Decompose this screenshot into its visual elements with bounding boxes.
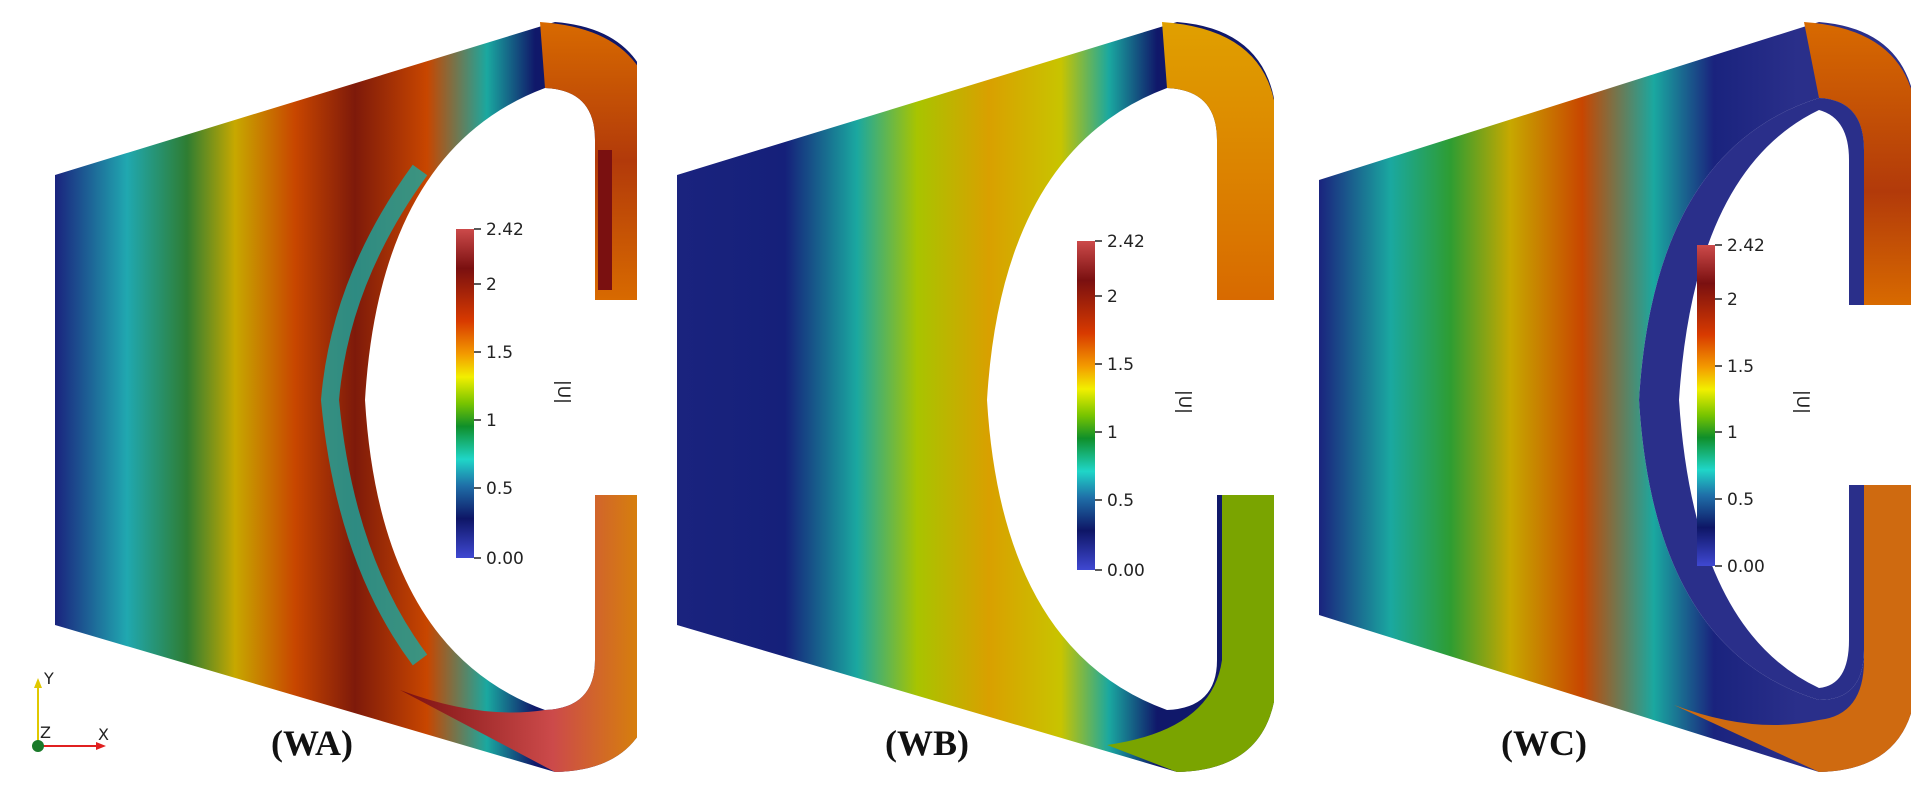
colorbar-title: |U| [1792,390,1812,414]
cbar-tick: 1 [486,411,497,431]
cbar-tick: 0.5 [486,479,513,499]
cbar-tick: 2.42 [1727,236,1765,256]
cbar-tick: 1.5 [1727,357,1754,377]
cbar-tick: 1.5 [486,343,513,363]
axis-y-label: Y [43,669,54,688]
cbar-tick: 0.5 [1107,491,1134,511]
cbar-tick: 2 [1107,287,1118,307]
panel-label: (WC) [1501,723,1587,763]
colorbar-title: |U| [553,380,573,404]
velocity-field-wc [1319,22,1911,772]
cbar-tick: 2.42 [1107,232,1145,252]
cbar-tick: 2 [1727,290,1738,310]
cbar-tick: 1.5 [1107,355,1134,375]
axes-triad-icon: Y Z X [32,669,109,752]
panel-wc: 2.42 2 1.5 1 0.5 0.00 |U| (WC) [1274,0,1911,798]
velocity-field-wb [677,22,1274,772]
cbar-tick: 0.00 [486,549,524,569]
cbar-tick: 0.5 [1727,490,1754,510]
cbar-tick: 0.00 [1107,561,1145,581]
cbar-tick: 2 [486,275,497,295]
colorbar-wc: 2.42 2 1.5 1 0.5 0.00 |U| [1697,236,1812,577]
velocity-field-wa [55,22,637,772]
colorbar-title: |U| [1174,390,1194,414]
cbar-tick: 0.00 [1727,557,1765,577]
axis-z-label: Z [40,723,51,742]
colorbar-wb: 2.42 2 1.5 1 0.5 0.00 |U| [1077,232,1194,581]
cbar-tick: 2.42 [486,220,524,240]
panel-label: (WB) [885,723,969,763]
cbar-tick: 1 [1727,423,1738,443]
panel-wb: 2.42 2 1.5 1 0.5 0.00 |U| (WB) [637,0,1274,798]
panel-wa: 2.42 2 1.5 1 0.5 0.00 |U| (WA) [0,0,637,798]
colorbar-wa: 2.42 2 1.5 1 0.5 0.00 |U| [456,220,573,569]
panel-label: (WA) [271,723,353,763]
axis-x-label: X [98,725,109,744]
cbar-tick: 1 [1107,423,1118,443]
